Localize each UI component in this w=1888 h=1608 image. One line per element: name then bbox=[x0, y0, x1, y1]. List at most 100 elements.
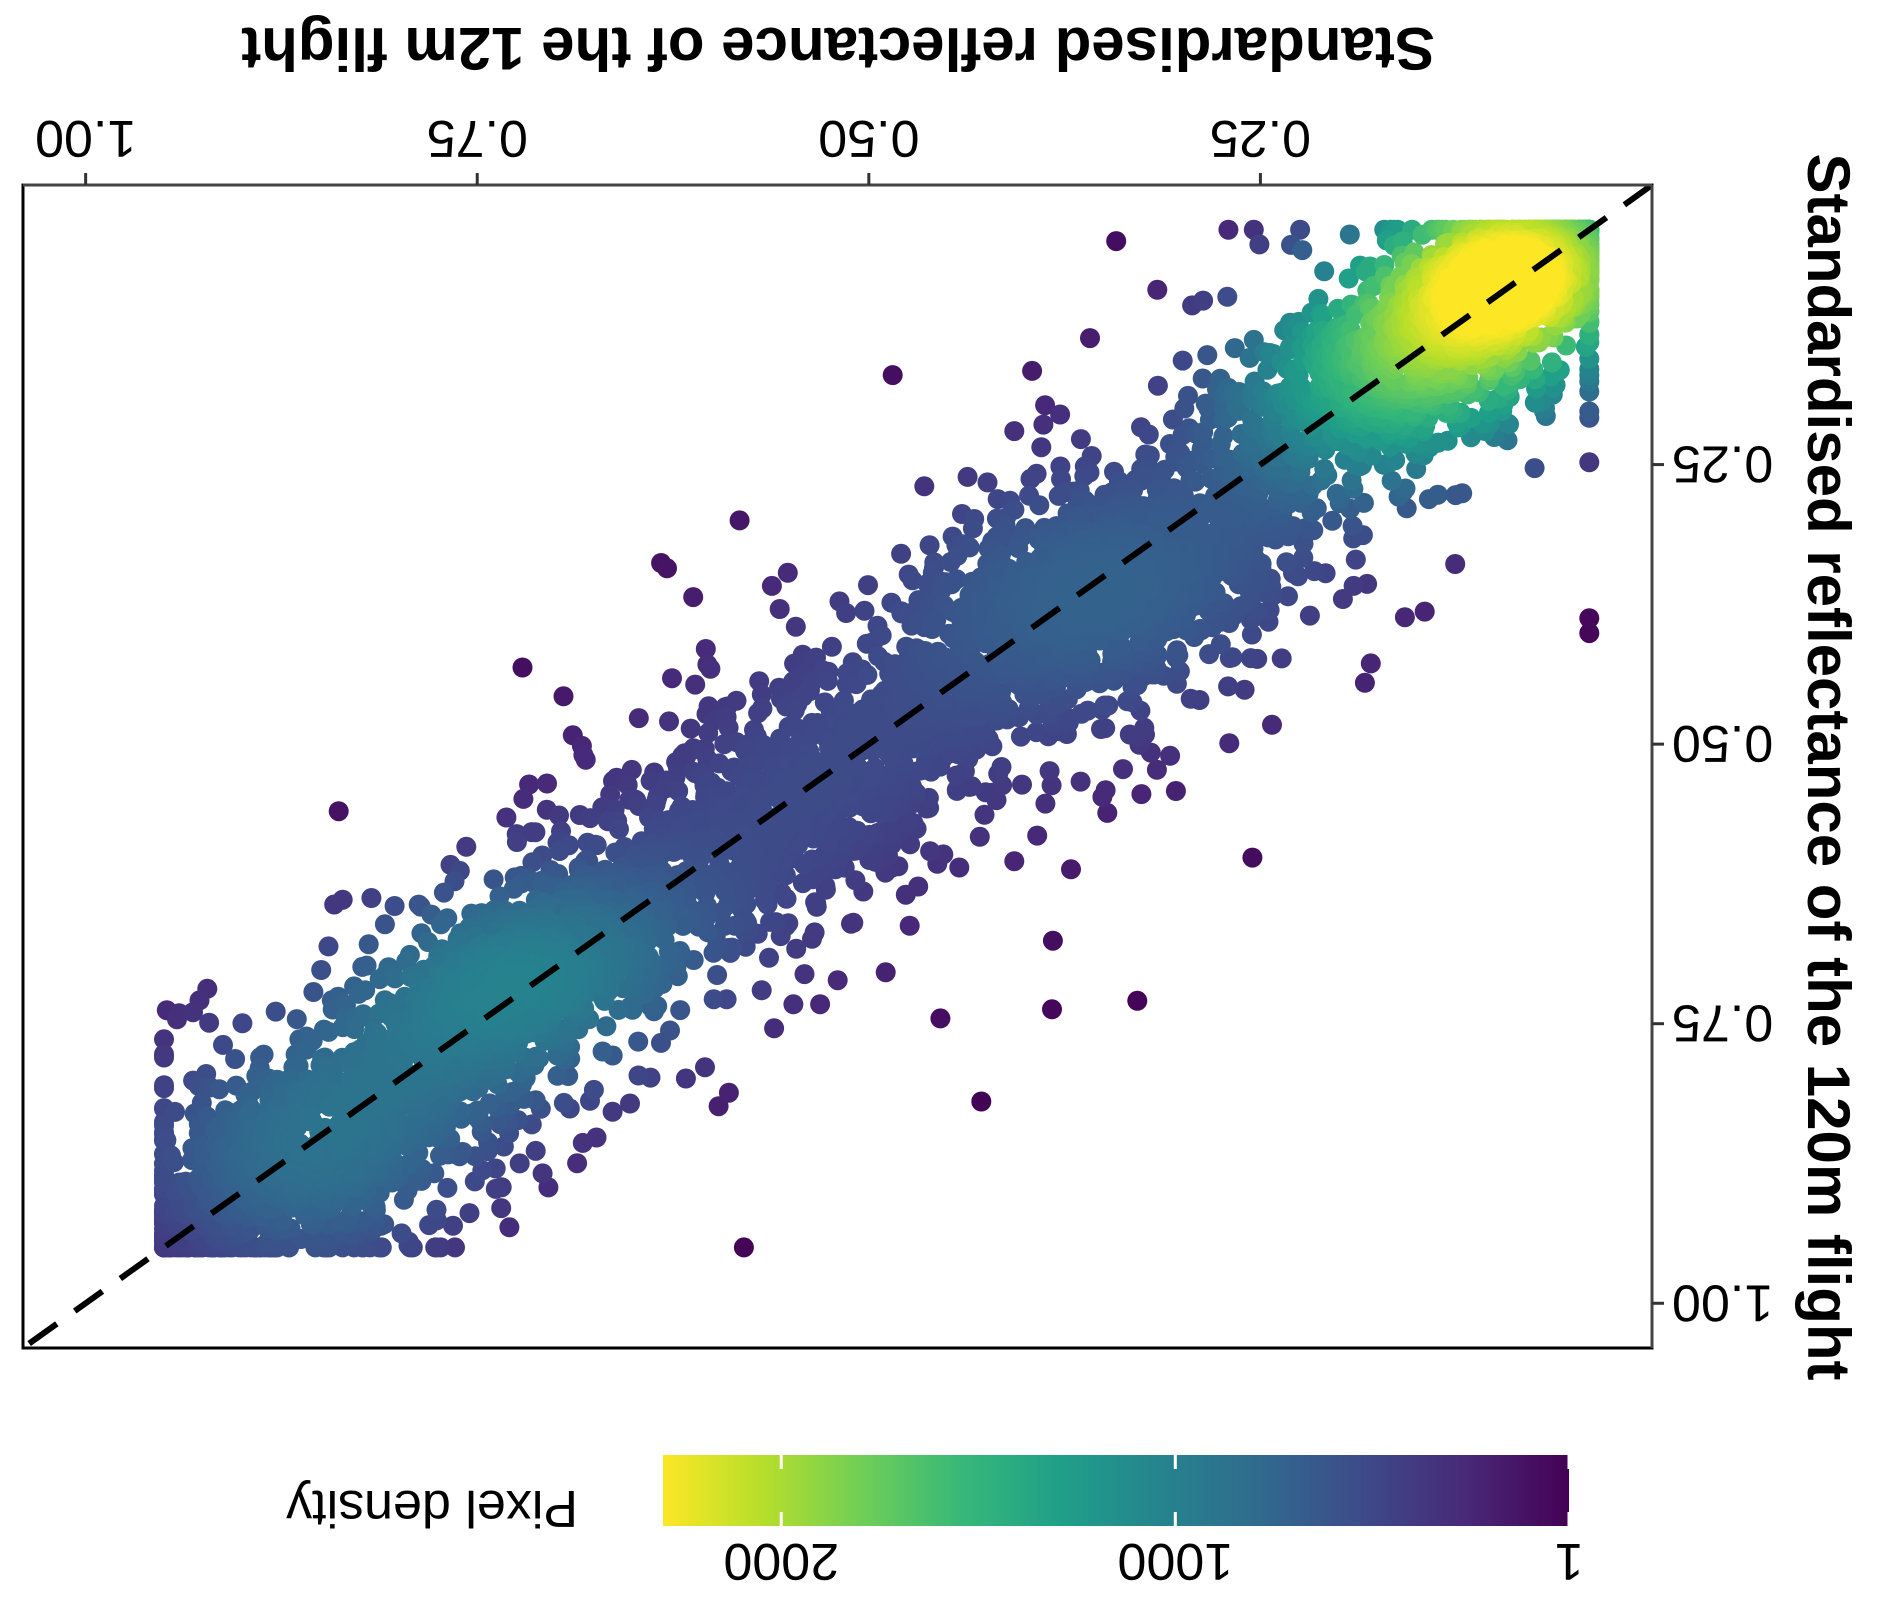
scatter-point bbox=[1097, 802, 1118, 823]
scatter-point bbox=[1414, 601, 1435, 622]
scatter-point bbox=[419, 1215, 440, 1236]
scatter-point bbox=[1180, 688, 1201, 709]
scatter-point bbox=[1039, 761, 1060, 782]
scatter-point bbox=[1579, 608, 1600, 629]
scatter-point bbox=[783, 994, 804, 1015]
scatter-point bbox=[1299, 605, 1320, 626]
scatter-point bbox=[1339, 224, 1360, 245]
scatter-point bbox=[592, 1041, 613, 1062]
scatter-point bbox=[1031, 437, 1052, 458]
scatter-point bbox=[1010, 726, 1031, 747]
scatter-point bbox=[799, 681, 820, 702]
scatter-point bbox=[167, 1009, 187, 1030]
scatter-point bbox=[1541, 352, 1562, 373]
scatter-point bbox=[1219, 733, 1240, 754]
scatter-point bbox=[1147, 279, 1168, 300]
scatter-point bbox=[1160, 745, 1181, 766]
scatter-point bbox=[572, 1132, 593, 1153]
scatter-point bbox=[760, 911, 781, 932]
scatter-point bbox=[1345, 549, 1366, 570]
scatter-point bbox=[1445, 554, 1466, 574]
scatter-point bbox=[810, 994, 831, 1015]
scatter-point bbox=[875, 962, 896, 983]
scatter-point bbox=[596, 1016, 617, 1037]
scatter-point bbox=[1427, 484, 1448, 505]
scatter-point bbox=[920, 841, 941, 862]
scatter-point bbox=[930, 1008, 951, 1029]
scatter-point bbox=[1134, 717, 1155, 738]
scatter-point bbox=[1342, 516, 1363, 536]
scatter-point bbox=[660, 1020, 680, 1041]
scatter-point bbox=[785, 616, 806, 637]
scatter-point bbox=[1249, 234, 1270, 255]
scatter-point bbox=[800, 726, 821, 747]
scatter-point bbox=[1271, 648, 1292, 669]
scatter-point bbox=[213, 1034, 233, 1055]
scatter-point bbox=[957, 466, 978, 487]
scatter-point bbox=[374, 914, 395, 935]
scatter-point bbox=[1292, 240, 1313, 261]
scatter-point bbox=[265, 1001, 286, 1022]
scatter-point bbox=[991, 757, 1012, 777]
scatter-point bbox=[786, 717, 807, 738]
scatter-point bbox=[792, 873, 813, 894]
scatter-point bbox=[759, 947, 779, 968]
scatter-point bbox=[456, 836, 477, 857]
scatter-point bbox=[680, 718, 701, 739]
scatter-point bbox=[854, 600, 875, 621]
scatter-point bbox=[431, 914, 451, 935]
scatter-point bbox=[1012, 774, 1032, 795]
scatter-point bbox=[232, 1013, 253, 1034]
scatter-point bbox=[1070, 429, 1091, 450]
scatter-point bbox=[525, 822, 546, 843]
scatter-point bbox=[491, 1198, 512, 1219]
scatter-point bbox=[311, 960, 332, 980]
scatter-point bbox=[695, 639, 716, 659]
scatter-point bbox=[537, 773, 557, 794]
scatter-point bbox=[777, 562, 798, 583]
scatter-point bbox=[391, 1223, 412, 1244]
scatter-point bbox=[804, 922, 825, 943]
scatter-point bbox=[670, 1000, 691, 1021]
scatter-point bbox=[580, 808, 601, 829]
scatter-point bbox=[1167, 640, 1187, 661]
scatter-point bbox=[567, 1153, 588, 1174]
scatter-point bbox=[902, 570, 923, 591]
scatter-point bbox=[1394, 607, 1415, 628]
scatter-point bbox=[821, 636, 842, 657]
scatter-point bbox=[786, 938, 807, 959]
scatter-point bbox=[1113, 759, 1133, 780]
scatter-point bbox=[1322, 510, 1343, 531]
scatter-point bbox=[784, 700, 805, 721]
scatter-point bbox=[891, 543, 912, 564]
scatter-point bbox=[698, 722, 719, 743]
scatter-point bbox=[949, 857, 970, 878]
scatter-point bbox=[1070, 771, 1091, 792]
scatter-point bbox=[512, 657, 533, 678]
scatter-point bbox=[1094, 695, 1115, 716]
scatter-point bbox=[1033, 414, 1054, 435]
scatter-point bbox=[1276, 552, 1297, 573]
scatter-points bbox=[154, 219, 1600, 1258]
scatter-point bbox=[668, 781, 689, 801]
scatter-point bbox=[620, 1093, 640, 1114]
scatter-point bbox=[433, 882, 454, 903]
scatter-point bbox=[817, 670, 838, 691]
scatter-point bbox=[946, 779, 967, 800]
scatter-point bbox=[496, 807, 517, 828]
scatter-point bbox=[919, 535, 940, 556]
scatter-point bbox=[1042, 930, 1063, 951]
scatter-point bbox=[1524, 458, 1545, 479]
scatter-point bbox=[499, 1217, 520, 1238]
scatter-point bbox=[183, 1002, 203, 1023]
scatter-point bbox=[165, 1101, 185, 1122]
scatter-point bbox=[857, 664, 878, 685]
scatter-point bbox=[506, 832, 527, 852]
scatter-point bbox=[553, 686, 574, 707]
scatter-point bbox=[1445, 485, 1466, 506]
scatter-point bbox=[769, 599, 790, 619]
scatter-point bbox=[1004, 421, 1025, 442]
scatter-point bbox=[1127, 990, 1148, 1011]
scatter-point bbox=[1354, 672, 1375, 693]
